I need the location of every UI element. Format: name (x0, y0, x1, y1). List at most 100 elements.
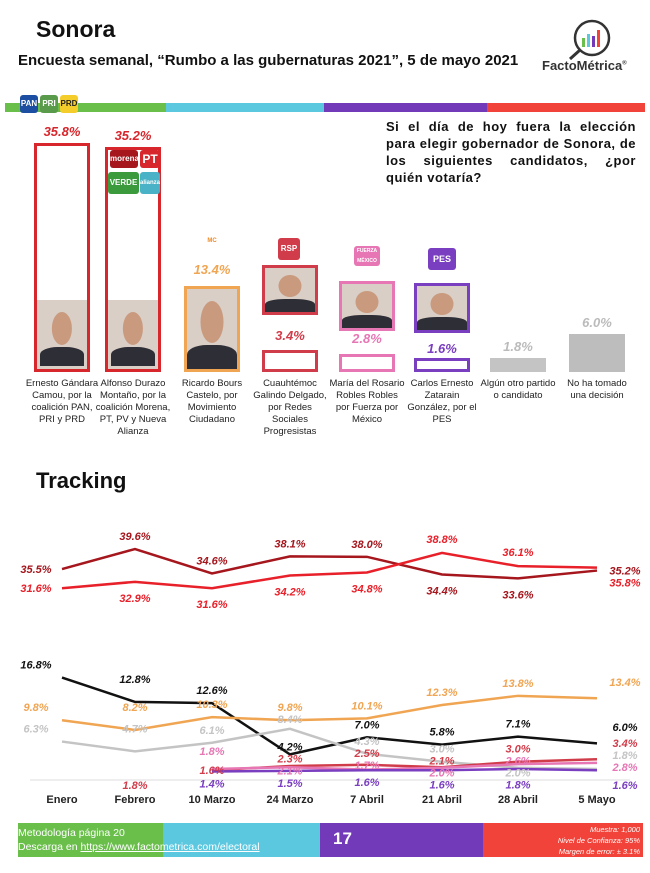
data-label: 1.8% (505, 780, 530, 792)
data-label: 34.8% (351, 584, 382, 596)
data-label: 1.4% (199, 778, 224, 790)
suit (40, 347, 84, 366)
bar-candidate-6 (414, 358, 470, 372)
margin-of-error: Margen de error: ± 3.1% (558, 847, 640, 856)
data-label: 33.6% (502, 589, 533, 601)
data-label: 34.6% (196, 556, 227, 568)
factometrica-logo (540, 18, 640, 78)
data-label: 2.0% (428, 768, 454, 780)
morena-logo: morena (110, 150, 139, 168)
bar-candidate-7 (490, 358, 546, 372)
series-line (61, 727, 598, 771)
bar-candidate-8 (569, 333, 625, 372)
data-label: 4.2% (276, 741, 302, 753)
candidate-name: No ha tomado una decisión (567, 378, 627, 401)
data-label: 32.9% (119, 593, 150, 605)
bar-value-label: 3.4% (275, 328, 305, 343)
data-label: 13.8% (502, 678, 533, 690)
candidate-photo (108, 300, 158, 369)
data-label: 7.1% (505, 719, 530, 731)
candidate-name: Cuauhtémoc Galindo Delgado, por Redes So… (253, 378, 327, 437)
candidate-photo (339, 281, 395, 331)
pes-logo: PES (428, 248, 456, 270)
footer-green (18, 823, 163, 857)
candidate-name: Alfonso Durazo Montaño, por la coalición… (95, 378, 171, 437)
data-label: 31.6% (20, 583, 51, 595)
bar-value-label: 35.8% (43, 123, 81, 139)
data-label: 4.7% (121, 723, 147, 735)
candidate-name: Ricardo Bours Castelo, por Movimiento Ci… (181, 378, 243, 425)
face (51, 312, 73, 346)
series-line (211, 761, 598, 771)
data-label: 6.3% (23, 724, 48, 736)
data-label: 10.1% (351, 700, 382, 712)
stripe-green (5, 103, 166, 112)
x-tick-label: 21 Abril (422, 794, 462, 806)
subtitle: Encuesta semanal, “Rumbo a las gubernatu… (18, 52, 519, 69)
suit (265, 298, 315, 312)
data-label: 1.7% (354, 760, 379, 772)
registered-mark: ® (622, 60, 627, 67)
candidate-name: Algún otro partido o candidato (480, 378, 556, 401)
candidate-photo (414, 283, 470, 333)
data-label: 38.8% (426, 534, 457, 546)
candidate-name: Carlos Ernesto Zatarain González, por el… (407, 378, 477, 425)
bar-value-label: 1.6% (427, 341, 457, 356)
data-label: 3.0% (429, 744, 454, 756)
tracking-title: Tracking (36, 468, 127, 493)
download-link[interactable]: https://www.factometrica.com/electoral (80, 841, 260, 853)
prd-logo: PRD (60, 95, 78, 113)
series-line (61, 676, 598, 756)
suit (342, 314, 392, 328)
page-title: Sonora (36, 16, 116, 42)
bar-value-label: 13.4% (193, 262, 231, 277)
page-number: 17 (333, 829, 352, 848)
data-label: 9.8% (23, 702, 48, 714)
x-tick-label: Febrero (114, 794, 156, 806)
data-label: 12.8% (119, 674, 150, 686)
data-label: 1.5% (277, 778, 302, 790)
data-label: 1.8% (612, 750, 637, 762)
face (200, 301, 224, 343)
pt-logo: PT (140, 150, 160, 168)
data-label: 8.4% (277, 714, 302, 726)
stripe-red (487, 103, 645, 112)
data-label: 1.6% (199, 765, 224, 777)
series-line (61, 551, 598, 590)
footer-red (483, 823, 643, 857)
pan-logo: PAN (20, 95, 38, 113)
data-label: 5.8% (429, 727, 454, 739)
data-label: 8.2% (122, 702, 147, 714)
data-label: 1.8% (199, 746, 224, 758)
data-label: 6.0% (612, 722, 637, 734)
data-label: 35.2% (609, 566, 640, 578)
footer-purple (320, 823, 483, 857)
data-label: 39.6% (119, 531, 150, 543)
confidence-level: Nivel de Confianza: 95% (557, 836, 640, 845)
survey-question: Si el día de hoy fuera la elección para … (386, 119, 636, 185)
data-label: 2.3% (276, 753, 302, 765)
data-label: 2.1% (276, 765, 302, 777)
bar-candidate-4 (262, 350, 318, 372)
data-label: 7.0% (354, 719, 379, 731)
data-label: 34.2% (274, 586, 305, 598)
candidate-name: María del Rosario Robles Robles por Fuer… (329, 378, 405, 425)
data-label: 6.1% (199, 725, 224, 737)
candidate-name: Ernesto Gándara Camou, por la coalición … (25, 378, 99, 425)
candidate-photo (184, 286, 240, 372)
data-label: 35.5% (20, 564, 51, 576)
data-label: 1.6% (429, 780, 454, 792)
face (355, 290, 379, 314)
data-label: 31.6% (196, 599, 227, 611)
data-label: 3.0% (505, 744, 530, 756)
data-label: 16.8% (20, 660, 51, 672)
data-label: 34.4% (426, 585, 457, 597)
data-label: 12.3% (426, 687, 457, 699)
data-label: 12.6% (196, 685, 227, 697)
data-label: 38.1% (274, 538, 305, 550)
mc-logo: MC (203, 236, 221, 248)
face (122, 312, 144, 346)
sample-size: Muestra: 1,000 (589, 825, 640, 834)
suit (187, 345, 237, 369)
